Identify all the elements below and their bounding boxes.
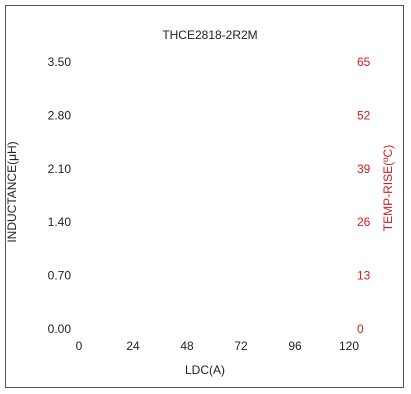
y2-tick-label: 39 xyxy=(357,162,371,176)
chart-frame xyxy=(5,5,404,388)
y2-axis-label: TEMP-RISE(ºC) xyxy=(381,145,395,231)
y-tick-label: 1.40 xyxy=(48,215,72,229)
y-tick-label: 0.00 xyxy=(48,322,72,336)
x-tick-label: 24 xyxy=(126,339,140,353)
y-tick-label: 2.10 xyxy=(48,162,72,176)
y-tick-label: 0.70 xyxy=(48,269,72,283)
y-tick-label: 2.80 xyxy=(48,108,72,122)
y2-tick-label: 52 xyxy=(357,108,371,122)
y2-tick-label: 0 xyxy=(357,322,364,336)
x-tick-label: 48 xyxy=(180,339,194,353)
x-tick-label: 120 xyxy=(339,339,359,353)
x-tick-label: 0 xyxy=(76,339,83,353)
chart-title: THCE2818-2R2M xyxy=(162,28,257,42)
x-tick-label: 72 xyxy=(234,339,248,353)
y-axis-ticks: 0.00 0.70 1.40 2.10 2.80 3.50 xyxy=(48,55,72,336)
y-tick-label: 3.50 xyxy=(48,55,72,69)
y2-tick-label: 26 xyxy=(357,215,371,229)
y2-axis-ticks: 0 13 26 39 52 65 xyxy=(357,55,371,336)
x-axis-ticks: 0 24 48 72 96 120 xyxy=(76,339,360,353)
y2-tick-label: 65 xyxy=(357,55,371,69)
y-axis-label: INDUCTANCE(μH) xyxy=(5,141,19,242)
x-tick-label: 96 xyxy=(288,339,302,353)
y2-tick-label: 13 xyxy=(357,269,371,283)
x-axis-label: LDC(A) xyxy=(185,363,225,377)
